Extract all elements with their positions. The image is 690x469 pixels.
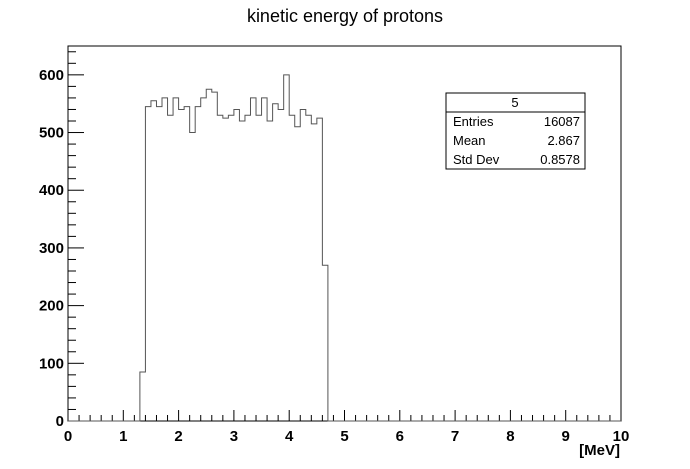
x-tick-label: 1 xyxy=(119,428,127,445)
y-tick-label: 500 xyxy=(39,125,64,142)
stats-stddev-label: Std Dev xyxy=(453,152,500,167)
x-tick-label: 7 xyxy=(451,428,459,445)
y-tick-label: 300 xyxy=(39,240,64,257)
x-tick-label: 2 xyxy=(174,428,182,445)
x-tick-label: 3 xyxy=(230,428,238,445)
x-tick-label: 8 xyxy=(506,428,514,445)
x-tick-label: 6 xyxy=(396,428,404,445)
y-tick-labels: 0 100 200 300 400 500 600 xyxy=(39,67,64,430)
stats-box: 5 Entries 16087 Mean 2.867 Std Dev 0.857… xyxy=(445,92,586,170)
stats-mean-label: Mean xyxy=(453,133,486,148)
x-tick-label: 0 xyxy=(64,428,72,445)
axis-ticks xyxy=(67,51,622,422)
histogram-series xyxy=(68,74,621,422)
stats-box-name: 5 xyxy=(511,95,518,110)
y-tick-label: 600 xyxy=(39,67,64,84)
stats-entries-value: 16087 xyxy=(544,114,580,129)
x-tick-label: 5 xyxy=(340,428,348,445)
y-tick-label: 100 xyxy=(39,355,64,372)
x-tick-label: 9 xyxy=(562,428,570,445)
x-tick-label: 10 xyxy=(613,428,630,445)
stats-mean-value: 2.867 xyxy=(547,133,580,148)
stats-entries-label: Entries xyxy=(453,114,494,129)
x-tick-label: 4 xyxy=(285,428,294,445)
stats-box-frame xyxy=(445,92,586,170)
stats-stddev-value: 0.8578 xyxy=(540,152,580,167)
chart-title: kinetic energy of protons xyxy=(247,6,443,26)
y-tick-label: 0 xyxy=(56,413,64,430)
y-tick-label: 200 xyxy=(39,298,64,315)
x-tick-labels: 0 1 2 3 4 5 6 7 8 9 10 xyxy=(64,428,630,445)
x-axis-label: [MeV] xyxy=(579,442,620,459)
y-tick-label: 400 xyxy=(39,182,64,199)
